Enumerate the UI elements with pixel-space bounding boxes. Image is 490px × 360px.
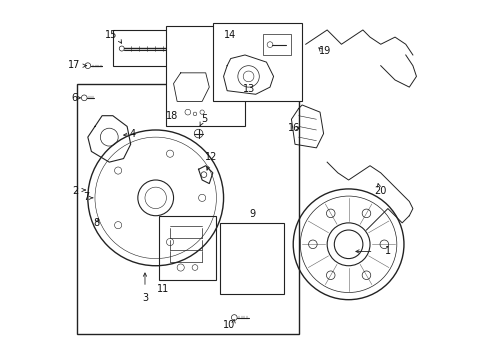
Polygon shape: [97, 216, 103, 220]
Text: 12: 12: [205, 152, 217, 162]
Text: 18: 18: [166, 111, 178, 121]
Bar: [159, 216, 217, 280]
Polygon shape: [93, 196, 99, 200]
Text: 4: 4: [129, 129, 136, 139]
Polygon shape: [86, 187, 93, 194]
Text: 20: 20: [374, 186, 387, 196]
Text: 7: 7: [83, 192, 89, 202]
Text: 13: 13: [243, 84, 255, 94]
Bar: [220, 223, 284, 294]
Bar: [167, 26, 245, 126]
Text: 1: 1: [385, 247, 391, 256]
Text: 14: 14: [224, 30, 236, 40]
Text: 5: 5: [201, 114, 207, 124]
Text: 6: 6: [72, 93, 78, 103]
Bar: [263, 33, 292, 55]
Bar: [77, 84, 298, 334]
Text: 2: 2: [72, 186, 78, 196]
Text: 9: 9: [249, 209, 255, 219]
Bar: [113, 30, 177, 66]
Text: 11: 11: [157, 284, 169, 294]
Text: 3: 3: [142, 293, 148, 303]
Text: 8: 8: [93, 218, 99, 228]
Bar: [213, 23, 302, 102]
Text: 15: 15: [105, 30, 117, 40]
Text: 16: 16: [288, 123, 300, 133]
Text: 19: 19: [319, 46, 332, 57]
Text: 17: 17: [68, 60, 80, 70]
Text: 10: 10: [223, 320, 235, 330]
